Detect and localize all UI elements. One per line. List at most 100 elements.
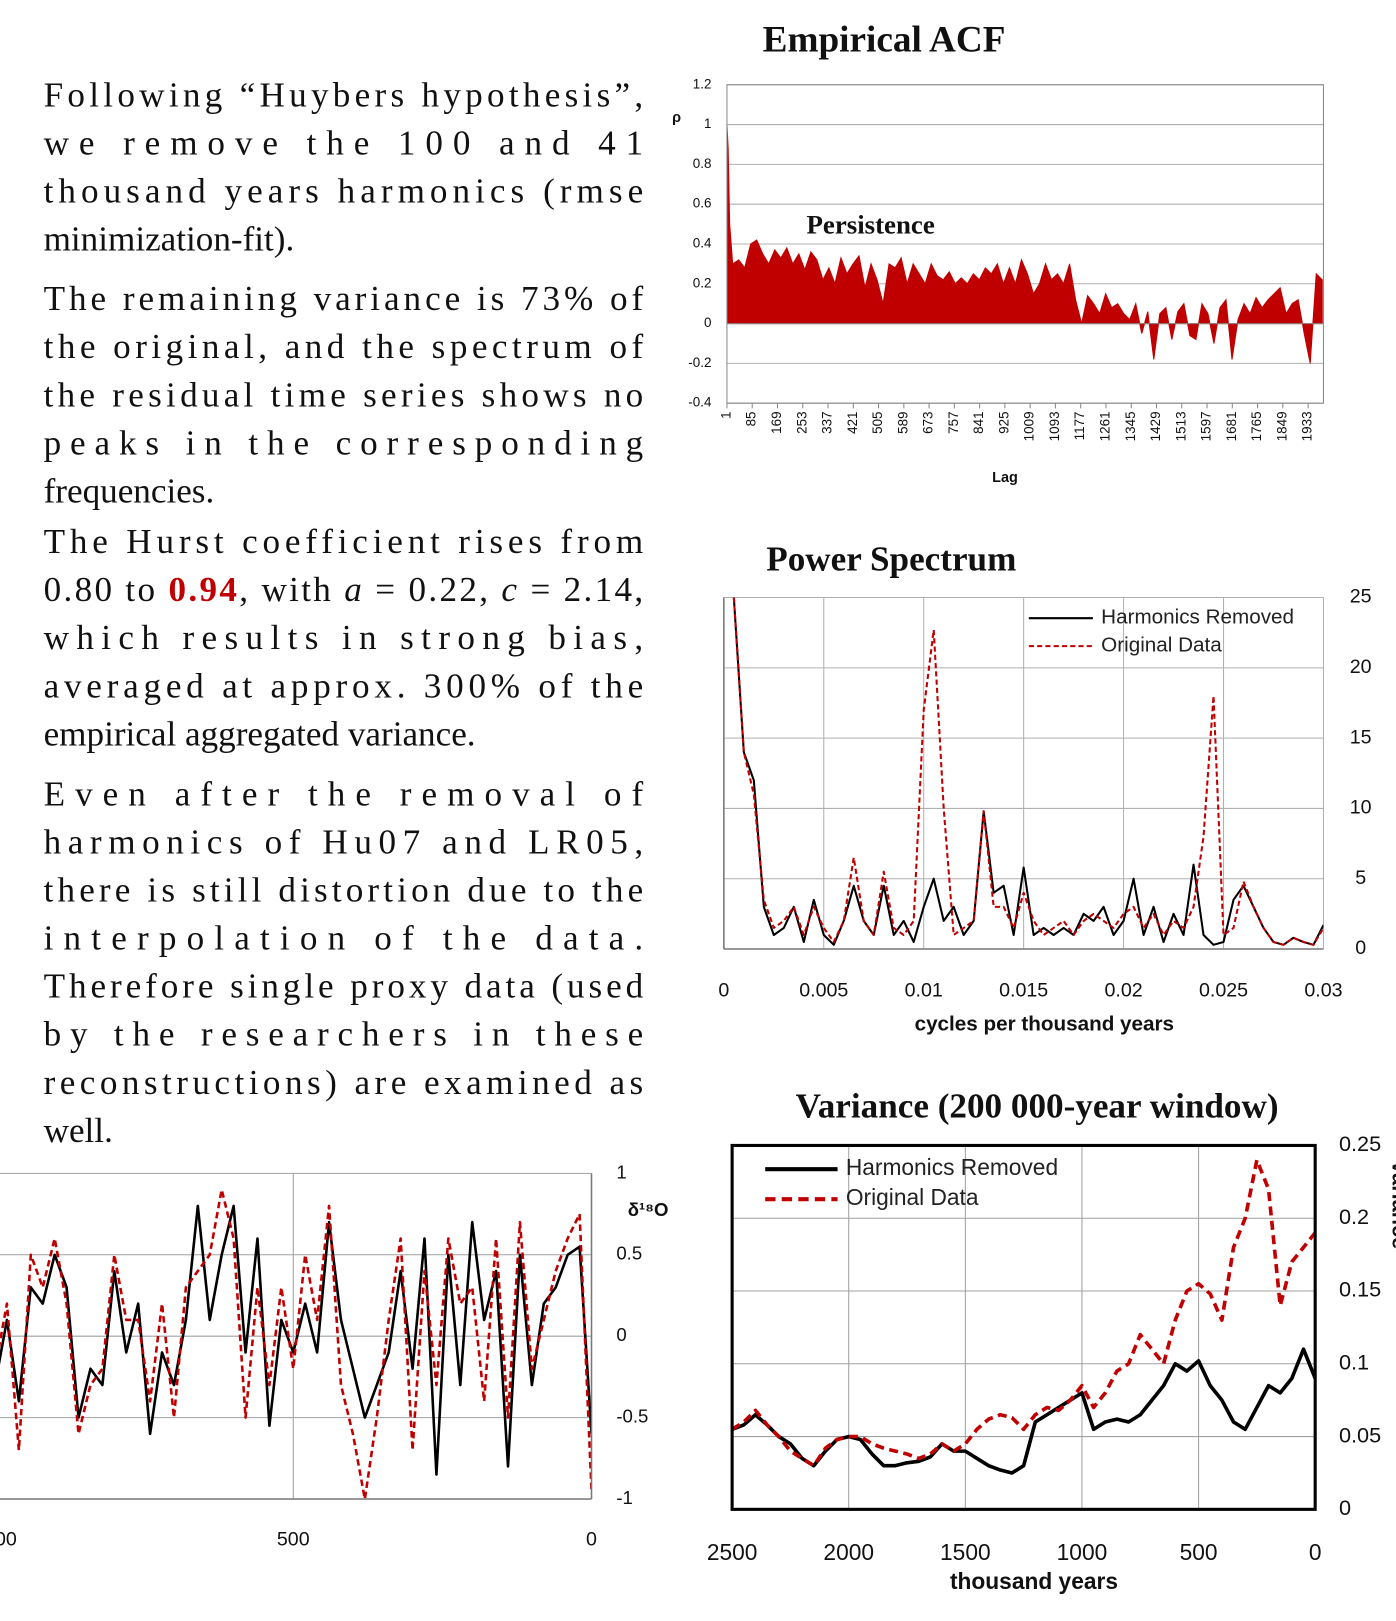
legend-label: Original Data [846,1184,979,1210]
y-axis-label: ρ [672,110,681,126]
x-tick-label: 0.01 [905,980,943,1002]
paragraph-line: we remove the 100 and 41 [44,124,644,163]
y-tick-label: 0.2 [1339,1204,1369,1229]
y-tick-label: 25 [1350,586,1372,608]
x-tick-label: 1500 [940,1539,991,1565]
x-tick-label: 1765 [1249,411,1264,441]
x-tick-label: 169 [769,411,784,433]
x-tick-label: 500 [277,1529,310,1551]
y-tick-label: 0 [616,1324,626,1345]
paragraph-line: reconstructions) are examined as [44,1063,644,1102]
x-tick-label: 1597 [1199,411,1214,441]
y-tick-label: 5 [1355,867,1366,889]
text-run: c [501,570,517,609]
legend-label: Harmonics Removed [846,1154,1058,1180]
x-tick-label: 0.005 [799,980,848,1002]
x-tick-label: 757 [946,411,961,433]
acf-area [726,124,1323,364]
y-tick-label: 20 [1350,656,1372,678]
chart: -1 -0.5 0 0.5 1 1000 500 0 δ¹⁸O [0,1161,669,1551]
series-line [732,1158,1316,1468]
x-tick-label: 2000 [823,1539,874,1565]
y-tick-label: 0.2 [693,275,712,290]
text-run: , with [239,570,342,609]
paragraph-line: 0.80 to 0.94, with a = 0.22, c = 2.14, [44,570,644,609]
y-tick-label: 1 [616,1161,626,1182]
paragraph-line: the original, and the spectrum of [44,327,644,366]
x-tick-label: 0.015 [999,980,1048,1002]
y-axis-label: δ¹⁸O [628,1199,669,1220]
paragraph-line: frequencies. [44,471,215,510]
paragraph-line: which results in strong bias, [44,618,644,657]
x-tick-label: 1513 [1173,411,1188,441]
y-tick-label: 15 [1350,726,1372,748]
x-tick-label: 0 [586,1529,597,1551]
paragraph-line: thousand years harmonics (rmse [44,172,644,211]
paragraph-line: there is still distortion due to the [44,870,644,909]
text-run: = 0.22, [364,570,499,609]
x-axis-label: Lag [992,470,1018,486]
legend-label: Original Data [1101,634,1222,657]
legend-label: Harmonics Removed [1101,606,1294,629]
y-tick-label: 0.15 [1339,1277,1381,1302]
text-run: a [344,570,362,609]
x-tick-label: 841 [971,411,986,433]
x-tick-label: 337 [820,411,835,433]
x-tick-label: 589 [895,411,910,433]
y-tick-label: 0.25 [1339,1131,1381,1156]
x-tick-label: 505 [870,411,885,433]
paragraph-line: Following “Huybers hypothesis”, [44,75,644,114]
x-tick-label: 1849 [1274,411,1289,441]
x-tick-label: 2500 [707,1539,758,1565]
y-tick-label: 0.8 [693,156,712,171]
paragraph-line: Even after the removal of [44,774,644,813]
y-axis-label: Variance [1388,1160,1396,1249]
y-tick-label: 0.6 [693,196,712,211]
text-run: 0.80 to [44,570,167,609]
paragraph-line: the residual time series shows no [44,375,644,414]
chart: Variance (200 000-year window) 0 0.05 0.1 0.… [707,1087,1396,1594]
x-tick-label: 1177 [1072,411,1087,440]
y-tick-label: 0.05 [1339,1422,1381,1447]
y-tick-label: 0 [1355,937,1366,959]
x-tick-label: 1000 [0,1529,17,1551]
annotation: Persistence [807,210,935,240]
paragraph-line: interpolation of the data. [44,919,644,958]
x-tick-label: 925 [996,411,1011,433]
x-axis-label: thousand years [950,1568,1118,1594]
paragraph-line: by the researchers in these [44,1015,644,1054]
y-tick-label: -1 [616,1487,633,1508]
text-run: = 2.14, [519,570,643,609]
y-tick-label: 0.1 [1339,1350,1369,1375]
x-tick-label: 1933 [1300,411,1315,441]
paragraph-line: minimization-fit). [44,220,295,259]
x-tick-label: 253 [794,411,809,433]
y-tick-label: -0.5 [616,1406,648,1427]
series-line [732,597,1324,946]
x-tick-label: 1345 [1123,411,1138,441]
x-tick-label: 500 [1180,1539,1218,1565]
y-tick-label: -0.4 [688,395,712,410]
chart-title: Empirical ACF [763,20,1006,61]
x-tick-label: 0 [718,980,729,1002]
y-tick-label: 10 [1350,797,1372,819]
x-tick-label: 1009 [1022,411,1037,441]
y-tick-label: 1 [704,116,711,131]
paragraph-line: harmonics of Hu07 and LR05, [44,822,644,861]
x-tick-label: 1261 [1098,411,1113,441]
x-tick-label: 0.03 [1304,980,1342,1002]
x-tick-label: 1093 [1047,411,1062,441]
paragraph-line: well. [44,1111,113,1150]
y-tick-label: 0.4 [693,236,712,251]
y-tick-label: 0 [1339,1495,1351,1520]
x-tick-label: 0.02 [1104,980,1142,1002]
series-line [0,1188,592,1501]
series-line [732,597,1324,946]
x-tick-label: 421 [845,411,860,433]
chart-title: Power Spectrum [766,540,1016,579]
chart: Empirical ACF-0.4-0.200.20.40.60.811.21 8… [672,20,1324,486]
paragraph-line: empirical aggregated variance. [44,714,476,753]
plot-frame [726,84,1324,404]
